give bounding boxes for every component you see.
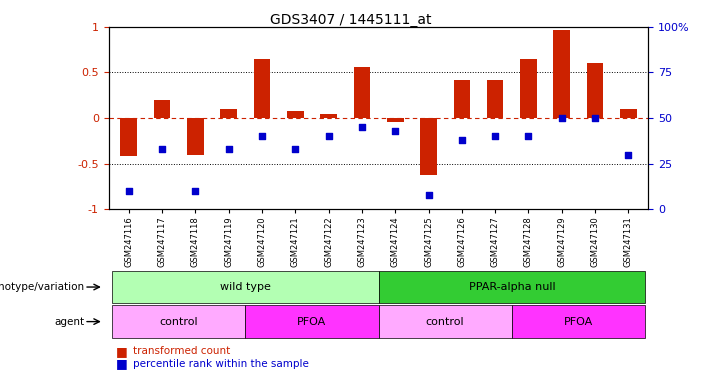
Bar	[587, 63, 604, 118]
Point	[523, 133, 534, 139]
Text: PPAR-alpha null: PPAR-alpha null	[468, 282, 555, 292]
Text: ■: ■	[116, 345, 128, 358]
Bar	[620, 109, 637, 118]
Point	[489, 133, 501, 139]
Text: control: control	[426, 316, 465, 327]
Point	[556, 115, 567, 121]
Text: PFOA: PFOA	[297, 316, 327, 327]
Point	[156, 146, 168, 152]
Point	[423, 192, 434, 198]
Point	[323, 133, 334, 139]
Bar	[387, 118, 404, 122]
Text: transformed count: transformed count	[133, 346, 231, 356]
Point	[590, 115, 601, 121]
Bar	[187, 118, 203, 154]
Text: ■: ■	[116, 357, 128, 370]
Text: genotype/variation: genotype/variation	[0, 282, 84, 292]
Bar	[287, 111, 304, 118]
Bar	[353, 67, 370, 118]
Bar	[220, 109, 237, 118]
Point	[456, 137, 468, 143]
Point	[223, 146, 234, 152]
Bar	[154, 100, 170, 118]
Bar	[454, 80, 470, 118]
Text: PFOA: PFOA	[564, 316, 593, 327]
Point	[123, 188, 135, 194]
Point	[622, 151, 634, 157]
Bar	[520, 59, 537, 118]
Bar	[486, 80, 503, 118]
Bar	[420, 118, 437, 175]
Point	[390, 128, 401, 134]
Point	[290, 146, 301, 152]
Text: wild type: wild type	[220, 282, 271, 292]
Text: agent: agent	[54, 316, 84, 327]
Text: GDS3407 / 1445111_at: GDS3407 / 1445111_at	[270, 13, 431, 27]
Text: control: control	[159, 316, 198, 327]
Bar	[554, 30, 570, 118]
Bar	[121, 118, 137, 156]
Point	[257, 133, 268, 139]
Bar	[254, 59, 271, 118]
Text: percentile rank within the sample: percentile rank within the sample	[133, 359, 309, 369]
Point	[190, 188, 201, 194]
Bar	[320, 114, 337, 118]
Point	[356, 124, 367, 130]
